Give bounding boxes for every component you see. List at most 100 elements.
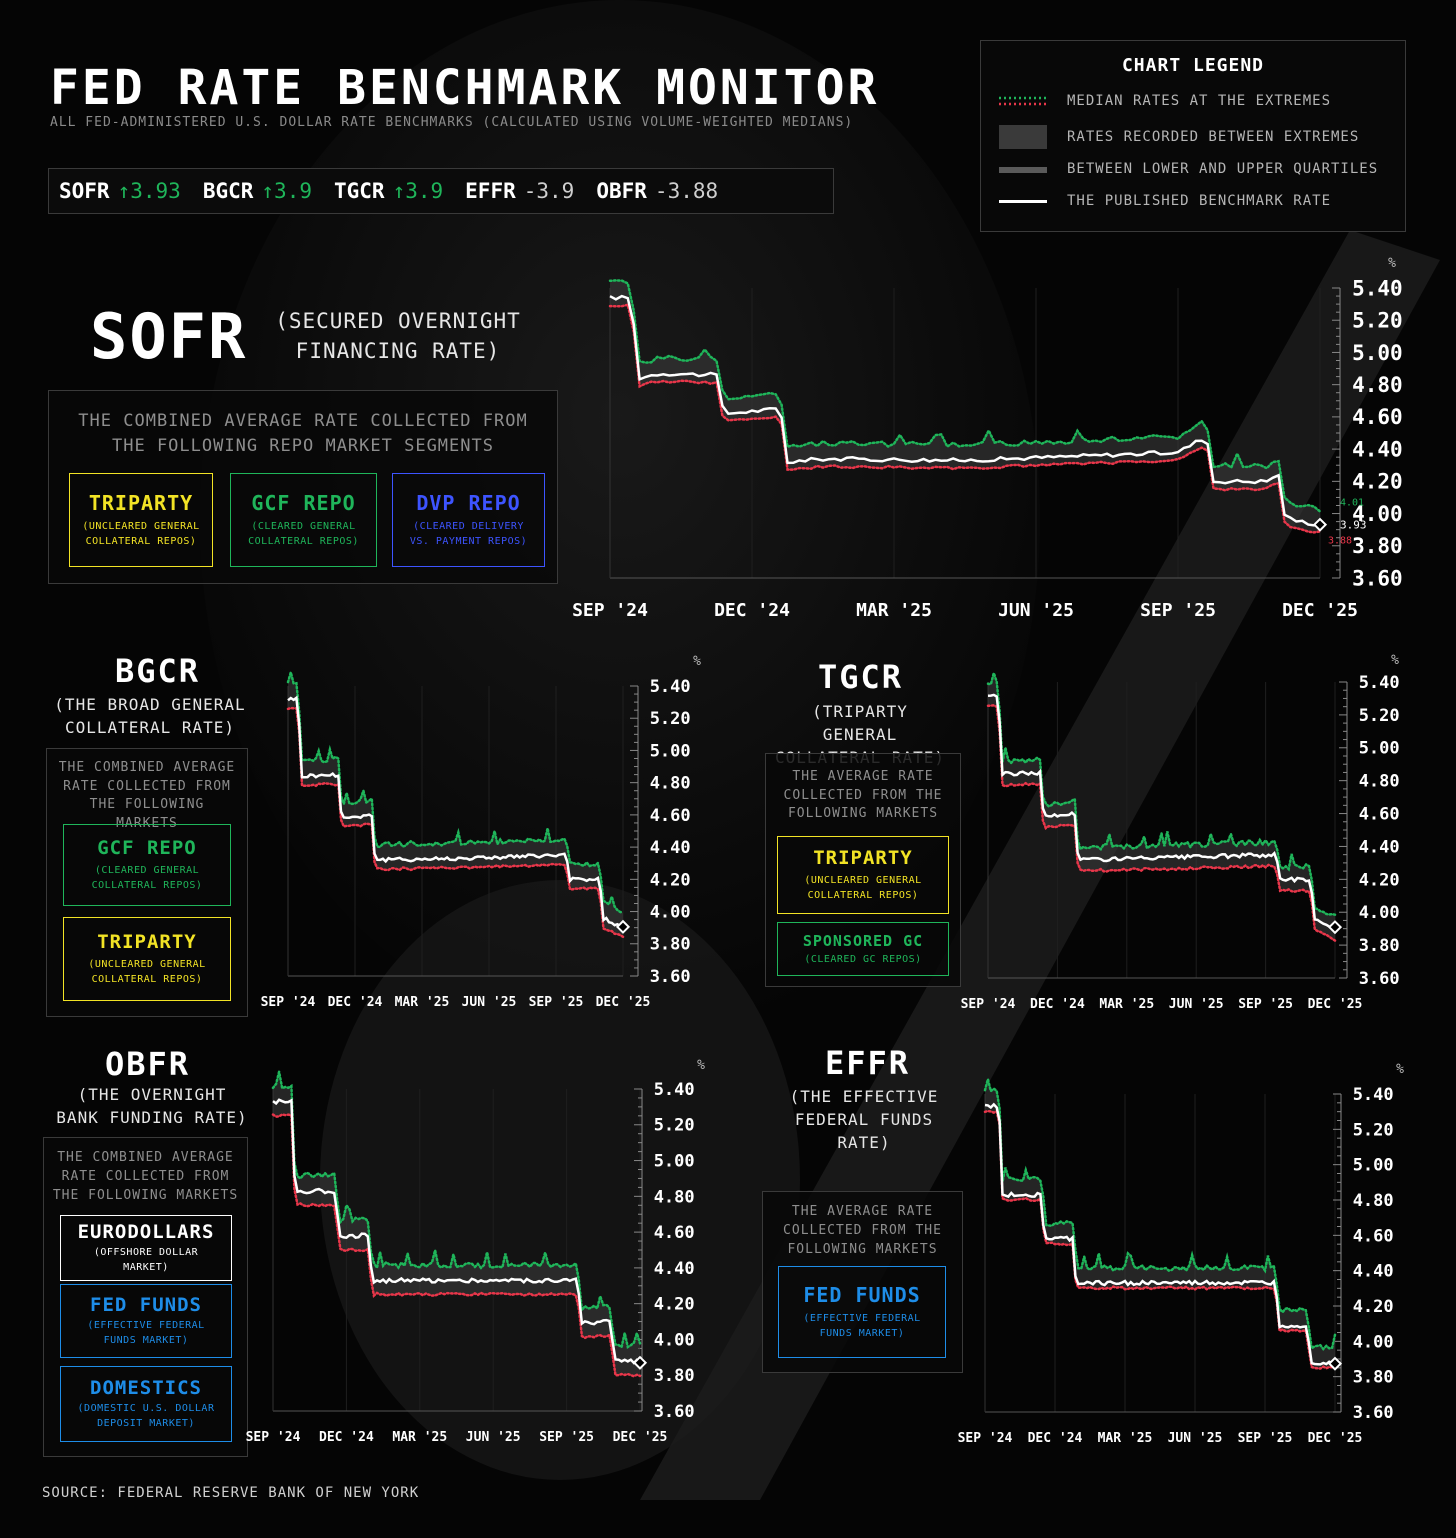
series-upper-extreme [983,1078,1337,1351]
latest-value-marker [632,1355,648,1370]
obfr-info-box: THE COMBINED AVERAGE RATE COLLECTED FROM… [43,1137,248,1457]
segment-triparty: TRIPARTY (UNCLEARED GENERAL COLLATERAL RE… [63,917,231,1001]
x-tick-label: SEP '25 [1238,1431,1293,1446]
ticker-name: TGCR [333,179,385,203]
x-tick-label: DEC '25 [1308,1431,1363,1446]
ticker-item: EFFR -3.9 [465,179,574,203]
end-label-benchmark: 3.93 [1340,519,1367,532]
series-benchmark [609,294,1321,527]
sofr-description: THE COMBINED AVERAGE RATE COLLECTED FROM… [78,411,528,456]
segment-name: DVP REPO [416,491,521,515]
y-tick-label: 4.60 [1352,405,1403,429]
x-tick-label: SEP '24 [958,1431,1013,1446]
segment-gcf-repo: GCF REPO (CLEARED GENERAL COLLATERAL REPO… [230,473,377,567]
ticker-item: OBFR -3.88 [596,179,718,203]
y-tick-label: 4.80 [654,1187,695,1207]
x-tick-label: SEP '25 [529,995,584,1010]
segment-name: GCF REPO [97,837,197,859]
segment-name: GCF REPO [251,491,356,515]
ticker-value: 3.93 [130,179,181,203]
legend-title: CHART LEGEND [1121,55,1265,76]
segment-name: TRIPARTY [813,847,913,869]
y-tick-label: 4.00 [650,903,691,923]
y-tick-label: 5.00 [654,1152,695,1172]
ticker-arrow: ↑ [261,179,275,203]
x-tick-label: SEP '24 [961,997,1016,1012]
range-band [610,280,1320,533]
legend-label: RATES RECORDED BETWEEN EXTREMES [1067,129,1360,145]
segment-sub: (OFFSHORE DOLLAR MARKET) [93,1247,199,1273]
y-tick-label: 4.60 [654,1223,695,1243]
sofr-title: SOFR [90,300,248,373]
effr-full-name: (THE EFFECTIVE FEDERAL FUNDS RATE) [789,1087,939,1152]
series-upper-extreme [986,668,1337,916]
y-tick-label: 4.40 [1353,1262,1394,1282]
legend-item-extremes: MEDIAN RATES AT THE EXTREMES [999,93,1331,109]
series-benchmark [287,695,624,928]
segment-sub: (CLEARED GENERAL COLLATERAL REPOS) [248,521,359,547]
series-lower-extreme [986,704,1337,942]
x-tick-label: DEC '24 [328,995,383,1010]
x-tick-label: DEC '25 [596,995,651,1010]
y-tick-label: 4.40 [654,1259,695,1279]
x-tick-label: DEC '24 [319,1430,374,1445]
y-tick-label: 4.80 [1353,1191,1394,1211]
segment-name: TRIPARTY [97,931,197,953]
y-unit-label: % [693,654,701,669]
x-tick-label: DEC '25 [1308,997,1363,1012]
y-unit-label: % [1391,653,1399,668]
bgcr-full-name: (THE BROAD GENERAL COLLATERAL RATE) [54,695,246,737]
y-tick-label: 3.80 [1359,936,1400,956]
y-tick-label: 4.20 [1359,870,1400,890]
effr-chart: 5.40 5.20 5.00 4.80 4.60 4.40 4.20 4.00 3.80 3.60… [958,1062,1404,1446]
series-benchmark [987,693,1336,930]
series-benchmark [272,1098,641,1365]
segment-sub: (CLEARED GENERAL COLLATERAL REPOS) [91,865,203,891]
segment-triparty: TRIPARTY (UNCLEARED GENERAL COLLATERAL RE… [777,836,949,914]
segment-fed-funds: FED FUNDS (EFFECTIVE FEDERAL FUNDS MARKET… [778,1266,946,1358]
y-tick-label: 3.80 [650,935,691,955]
y-tick-label: 4.40 [1352,437,1403,461]
x-tick-label: SEP '24 [261,995,316,1010]
y-tick-label: 3.80 [1352,534,1403,558]
obfr-full-name: (THE OVERNIGHT BANK FUNDING RATE) [56,1085,248,1127]
tgcr-description: THE AVERAGE RATE COLLECTED FROM THE FOLL… [783,769,943,821]
ticker-item: TGCR ↑ 3.9 [334,179,443,203]
segment-name: SPONSORED GC [802,931,924,950]
y-tick-label: 5.20 [654,1116,695,1136]
y-tick-label: 4.80 [1352,373,1403,397]
rate-ticker: SOFR ↑ 3.93 BGCR ↑ 3.9 TGCR ↑ 3.9 EFFR -3.9 OBF… [48,168,834,214]
y-tick-label: 4.20 [650,870,691,890]
x-tick-label: SEP '24 [572,600,648,621]
legend-item-range: RATES RECORDED BETWEEN EXTREMES [999,125,1359,149]
y-tick-label: 3.60 [1359,969,1400,989]
segment-sub: (CLEARED DELIVERY VS. PAYMENT REPOS) [409,521,528,547]
y-unit-label: % [1388,256,1396,271]
bgcr-title: BGCR [115,652,201,690]
range-band [288,672,623,937]
y-tick-label: 5.40 [654,1080,695,1100]
obfr-title: OBFR [105,1045,191,1083]
legend-label: THE PUBLISHED BENCHMARK RATE [1067,193,1332,209]
x-tick-label: MAR '25 [395,995,450,1010]
y-tick-label: 4.60 [1359,805,1400,825]
ticker-name: OBFR [596,179,647,203]
latest-value-marker [1327,920,1343,935]
x-tick-label: SEP '25 [1140,600,1216,621]
x-tick-label: SEP '24 [246,1430,301,1445]
series-upper-extreme [286,667,625,914]
y-tick-label: 3.80 [1353,1368,1394,1388]
ticker-arrow: ↑ [392,179,406,203]
ticker-value: 3.88 [667,179,719,203]
segment-triparty: TRIPARTY (UNCLEARED GENERAL COLLATERAL RE… [69,473,213,567]
range-band [988,673,1335,941]
ticker-item: SOFR ↑ 3.93 [59,179,181,203]
series-lower-extreme [286,706,625,939]
y-tick-label: 4.00 [1352,502,1403,526]
y-tick-label: 3.60 [654,1402,695,1422]
ticker-value: 3.9 [405,179,444,203]
sofr-info-box: THE COMBINED AVERAGE RATE COLLECTED FROM… [48,390,558,584]
x-tick-label: MAR '25 [392,1430,447,1445]
y-tick-label: 4.00 [654,1330,695,1350]
end-label-lower: 3.88 [1328,535,1352,546]
